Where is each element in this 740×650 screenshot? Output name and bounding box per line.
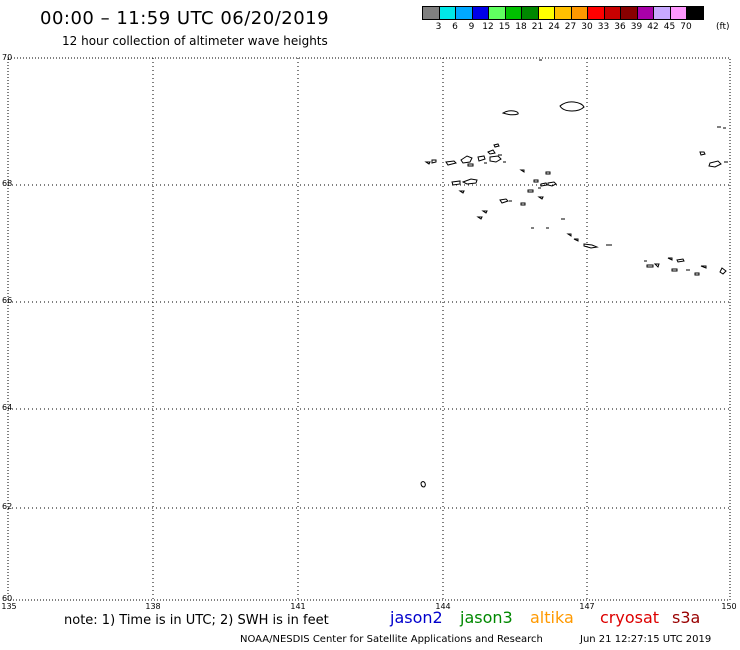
island-outline — [476, 210, 488, 220]
legend-unit: (ft) — [716, 22, 730, 32]
island-outline — [460, 155, 473, 164]
page-title: 00:00 – 11:59 UTC 06/20/2019 — [40, 8, 330, 29]
island-outline — [545, 171, 551, 175]
island-outline — [499, 198, 512, 204]
map-frame — [7, 57, 731, 601]
legend-label: 9 — [468, 22, 475, 32]
island-outline — [667, 257, 685, 263]
legend-swatches — [422, 6, 704, 20]
grid-horizontal — [8, 184, 730, 509]
legend-label: 21 — [531, 22, 544, 32]
lon-label: 150 — [721, 602, 737, 611]
page-subtitle: 12 hour collection of altimeter wave hei… — [62, 34, 328, 48]
mission-jason3: jason3 — [460, 608, 513, 627]
lat-label: 70 — [2, 53, 13, 62]
generated-timestamp: Jun 21 12:27:15 UTC 2019 — [580, 634, 712, 645]
legend-swatch — [686, 6, 704, 20]
color-legend: (ft) 3 6 9 12 15 18 21 24 27 30 33 36 39 42 45 70 — [422, 6, 730, 32]
island-outline — [424, 159, 437, 165]
legend-label: 33 — [597, 22, 610, 32]
island-outline — [501, 110, 519, 116]
units-note: note: 1) Time is in UTC; 2) SWH is in fe… — [64, 613, 329, 628]
lat-label: 66 — [2, 296, 13, 305]
island-outline — [644, 260, 660, 268]
island-outline — [461, 178, 478, 185]
lat-label: 64 — [2, 403, 13, 412]
credit-line: NOAA/NESDIS Center for Satellite Applica… — [240, 634, 543, 645]
island-outline — [547, 181, 557, 187]
island-outline — [583, 243, 612, 249]
legend-label: 18 — [515, 22, 527, 32]
island-outline — [484, 161, 506, 164]
island-outline — [489, 155, 502, 163]
legend-label: 42 — [647, 22, 659, 32]
coastlines — [420, 59, 728, 488]
lon-label: 135 — [1, 602, 17, 611]
island-outline — [493, 143, 502, 156]
legend-label: 6 — [452, 22, 458, 32]
island-outline — [559, 101, 585, 112]
legend-label: 70 — [680, 22, 692, 32]
island-outline — [467, 163, 474, 167]
legend-label: 36 — [614, 22, 626, 32]
legend-label: 15 — [498, 22, 511, 32]
legend-label: 45 — [663, 22, 676, 32]
legend-label: 39 — [630, 22, 643, 32]
legend-label: 3 — [435, 22, 442, 32]
island-outline — [487, 149, 496, 155]
island-outline — [537, 196, 544, 200]
legend-label: 30 — [581, 22, 593, 32]
island-outline — [527, 187, 541, 193]
mission-altika: altika — [530, 608, 574, 627]
island-outline — [458, 190, 465, 194]
legend-label: 12 — [482, 22, 494, 32]
lat-label: 68 — [2, 179, 13, 188]
island-outline — [519, 169, 525, 173]
island-outline — [694, 265, 727, 276]
island-outline — [520, 202, 526, 206]
island-outline — [717, 126, 726, 129]
island-outline — [451, 180, 461, 186]
lat-label: 60 — [2, 594, 13, 603]
island-outline — [699, 151, 706, 156]
lon-label: 144 — [435, 602, 451, 611]
lon-label: 138 — [145, 602, 161, 611]
island-outline — [566, 233, 579, 242]
grid-vertical — [152, 58, 588, 600]
island-outline — [445, 160, 457, 166]
island-outline — [708, 160, 722, 168]
lon-label: 147 — [579, 602, 595, 611]
island-outline — [533, 179, 548, 187]
island-outline — [420, 481, 426, 488]
island-outline — [671, 268, 690, 272]
legend-label: 27 — [564, 22, 577, 32]
mission-jason2: jason2 — [390, 608, 443, 627]
legend-labels: (ft) 3 6 9 12 15 18 21 24 27 30 33 36 39 42 45 70 — [422, 20, 730, 32]
mission-cryosat: cryosat — [600, 608, 660, 627]
mission-s3a: s3a — [672, 608, 701, 627]
legend-label: 24 — [548, 22, 560, 32]
island-outline — [477, 155, 486, 162]
lat-label: 62 — [2, 502, 13, 511]
lon-label: 141 — [290, 602, 306, 611]
